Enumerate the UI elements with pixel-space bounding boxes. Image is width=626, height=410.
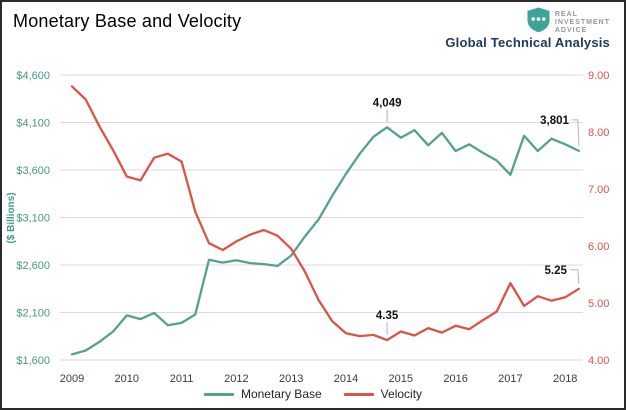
annotation-4049: 4,049 <box>373 97 402 109</box>
right-axis-tick: 8.00 <box>588 127 609 139</box>
right-axis-tick: 7.00 <box>588 184 609 196</box>
x-axis-tick: 2012 <box>224 373 248 385</box>
gridlines: $4,600 $4,100 $3,600 $3,100 $2,600 $2,100 $1,6… <box>16 70 583 367</box>
velocity-swatch <box>343 392 374 396</box>
left-axis-tick: $4,600 <box>16 70 50 82</box>
right-axis-tick: 4.00 <box>588 355 609 367</box>
right-axis-tick: 5.00 <box>588 298 609 310</box>
annotation-435: 4.35 <box>376 310 399 322</box>
chart-legend: Monetary Base Velocity <box>2 387 624 401</box>
left-axis-tick: $3,100 <box>16 213 50 225</box>
brand-word-advice: ADVICE <box>554 26 588 34</box>
x-axis-tick: 2010 <box>115 373 139 385</box>
chart-title: Monetary Base and Velocity <box>13 11 242 31</box>
brand-tagline: Global Technical Analysis <box>445 35 610 50</box>
left-axis-tick: $2,100 <box>16 308 50 320</box>
monetary-base-swatch <box>203 392 234 396</box>
right-axis-tick: 9.00 <box>588 70 609 82</box>
brand-word-real: REAL <box>554 10 578 18</box>
x-axis-tick: 2016 <box>443 373 467 385</box>
annotation-3801: 3,801 <box>540 115 569 127</box>
brand-logo: REAL INVESTMENT ADVICE <box>527 7 610 38</box>
x-axis-tick: 2009 <box>60 373 84 385</box>
legend-label-velocity: Velocity <box>380 387 423 401</box>
left-axis-tick: $1,600 <box>16 355 50 367</box>
left-axis-title: ($ Billions) <box>6 192 17 243</box>
monetary-base-line <box>70 126 581 356</box>
x-axis-tick: 2011 <box>170 373 194 385</box>
legend-item-monetary-base: Monetary Base <box>203 387 322 401</box>
brand-word-investment: INVESTMENT <box>554 18 610 26</box>
x-axis-tick: 2013 <box>279 373 303 385</box>
left-axis-tick: $4,100 <box>16 118 50 130</box>
right-axis-tick: 6.00 <box>588 241 609 253</box>
left-axis-tick: $2,600 <box>16 260 50 272</box>
legend-label-monetary-base: Monetary Base <box>240 387 322 401</box>
velocity-line <box>70 85 581 342</box>
legend-item-velocity: Velocity <box>343 387 423 401</box>
x-axis-tick: 2014 <box>334 373 358 385</box>
shield-logo-icon <box>527 7 550 38</box>
annotation-525: 5.25 <box>545 265 568 277</box>
x-axis-tick: 2017 <box>498 373 522 385</box>
brand-logo-text: REAL INVESTMENT ADVICE <box>555 11 610 35</box>
x-axis-tick: 2018 <box>553 373 577 385</box>
left-axis-tick: $3,600 <box>16 165 50 177</box>
x-axis-tick: 2015 <box>389 373 413 385</box>
